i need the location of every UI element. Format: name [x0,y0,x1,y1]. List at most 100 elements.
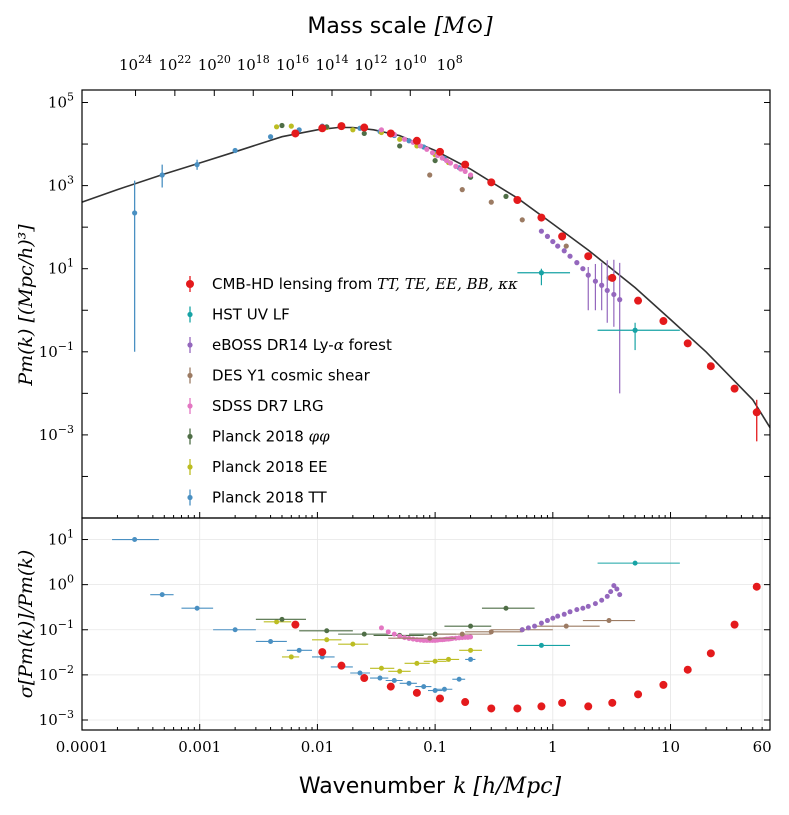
residual-point-eboss-dr14-ly-forest [608,589,614,595]
top-tick-label: 1018 [237,53,270,74]
main-point-eboss-dr14-ly-forest [567,253,573,259]
legend-marker [187,464,193,470]
legend-label: eBOSS DR14 Ly-α forest [212,336,392,354]
residual-point-eboss-dr14-ly-forest [611,583,617,589]
main-y-axis-title: Pm(k) [(Mpc/h)³] [15,224,37,387]
residual-point-cmb-hd-lensing [412,688,421,697]
main-point-eboss-dr14-ly-forest [538,228,545,234]
main-point-cmb-hd-lensing-from-tt-te-ee-bb [291,129,300,138]
legend: CMB-HD lensing from TT, TE, EE, BB, κκ HS… [186,275,518,507]
main-plot-marks [81,122,771,442]
residual-point-cmb-hd-lensing [537,702,546,711]
legend-item-planck-2018: Planck 2018 φφ [187,428,330,446]
residual-point-planck-2018-ee [378,665,384,671]
residual-point-eboss-dr14-ly-forest [614,586,620,592]
main-point-cmb-hd-lensing-from-tt-te-ee-bb [730,384,739,393]
axis-ticks: 0.0001 0.001 0.01 0.1 1 10 60 1024 1022 1020 1018 1… [39,53,772,756]
residual-point-planck-2018-tt [441,686,447,692]
residual-point-planck-2018 [361,631,367,637]
main-point-planck-2018 [503,193,509,199]
main-point-sdss-dr7-lrg [443,157,450,164]
residual-axes-frame [81,517,771,731]
x-tick-label: 60 [753,738,772,756]
main-point-eboss-dr14-ly-forest [611,291,617,298]
main-point-sdss-dr7-lrg [447,160,454,166]
residual-point-planck-2018-tt [132,537,138,543]
legend-label: Planck 2018 EE [212,458,328,476]
main-point-sdss-dr7-lrg [458,166,464,172]
residual-point-planck-2018-ee [324,637,330,643]
main-point-hst-uv-lf [632,327,638,333]
residual-point-cmb-hd-lensing [435,694,444,703]
top-tick-label: 1014 [315,53,348,74]
residual-point-planck-2018-tt [456,676,462,682]
main-point-cmb-hd-lensing-from-tt-te-ee-bb [558,232,567,241]
main-point-eboss-dr14-ly-forest [592,278,598,284]
main-point-cmb-hd-lensing-from-tt-te-ee-bb [337,122,346,131]
residual-point-cmb-hd-lensing [584,702,593,711]
main-point-planck-2018-tt [232,147,238,154]
residual-point-planck-2018-ee [414,660,420,666]
residual-point-hst-uv-lf [632,560,638,566]
legend-item-planck-2018-tt: Planck 2018 TT [187,489,327,507]
residual-point-des-y1-cosmic-shear [563,623,569,629]
main-point-cmb-hd-lensing-from-tt-te-ee-bb [634,296,643,305]
residual-point-eboss-dr14-ly-forest [580,605,586,611]
main-point-des-y1-cosmic-shear [427,172,433,178]
residual-point-des-y1-cosmic-shear [488,629,494,635]
main-point-planck-2018 [279,122,285,129]
x-tick-label: 0.01 [301,738,334,756]
x-axis-title: Wavenumber k [h/Mpc] [299,774,562,799]
legend-marker [186,280,194,288]
residual-y-tick-label: 100 [48,573,74,594]
residual-point-eboss-dr14-ly-forest [617,592,623,598]
residual-point-cmb-hd-lensing [291,620,300,629]
residual-point-planck-2018-tt [391,678,397,684]
residual-point-sdss-dr7-lrg [402,635,408,641]
main-point-sdss-dr7-lrg [462,168,468,174]
residual-point-planck-2018-tt [296,647,302,653]
residual-point-planck-2018-ee [350,641,356,647]
residual-point-cmb-hd-lensing [659,680,668,689]
main-point-eboss-dr14-ly-forest [617,297,623,303]
residual-point-hst-uv-lf [538,642,544,648]
residual-point-cmb-hd-lensing [513,704,522,713]
main-point-cmb-hd-lensing-from-tt-te-ee-bb [537,213,546,222]
legend-item-des-y1-cosmic-shear: DES Y1 cosmic shear [187,367,371,385]
residual-point-eboss-dr14-ly-forest [592,601,598,607]
residual-point-sdss-dr7-lrg [397,633,403,639]
main-point-planck-2018-tt [159,172,165,178]
top-tick-label: 108 [437,53,463,74]
residual-point-planck-2018-ee [274,619,280,625]
residual-point-eboss-dr14-ly-forest [604,593,610,599]
residual-point-des-y1-cosmic-shear [606,618,612,624]
main-point-planck-2018-ee [273,124,280,130]
main-point-planck-2018-ee [350,127,356,133]
main-y-tick-label: 10−3 [39,423,74,444]
main-y-tick-label: 10−1 [39,340,74,361]
main-point-des-y1-cosmic-shear [563,243,569,249]
legend-item-planck-2018-ee: Planck 2018 EE [187,458,328,476]
residual-y-tick-label: 10−3 [39,708,74,729]
residual-point-planck-2018-tt [268,638,274,644]
top-tick-label: 1010 [394,53,427,74]
main-point-cmb-hd-lensing-from-tt-te-ee-bb [412,136,421,145]
legend-label: DES Y1 cosmic shear [212,367,371,385]
top-tick-label: 1016 [276,53,309,74]
main-point-eboss-dr14-ly-forest [574,260,580,266]
residual-point-planck-2018-tt [159,592,165,598]
main-point-sdss-dr7-lrg [439,155,445,161]
main-axes-frame [81,89,771,519]
x-tick-label: 10 [661,738,680,756]
residual-point-planck-2018-tt [406,680,412,686]
legend-marker [187,342,193,348]
main-point-cmb-hd-lensing-from-tt-te-ee-bb [752,408,761,417]
theory-power-spectrum-line [81,126,771,429]
residual-point-eboss-dr14-ly-forest [561,611,567,617]
residual-point-cmb-hd-lensing [608,698,617,707]
residual-y-tick-label: 10−2 [39,663,74,684]
x-tick-label: 1 [548,738,558,756]
main-point-des-y1-cosmic-shear [459,187,465,193]
residual-point-sdss-dr7-lrg [378,625,384,631]
residual-y-tick-label: 10−1 [39,618,74,639]
